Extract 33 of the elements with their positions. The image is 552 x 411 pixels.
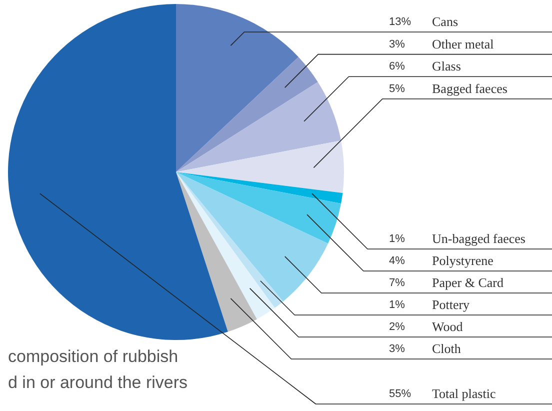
data-label: 55%	[389, 388, 412, 400]
pie-slice	[176, 172, 328, 302]
pie-slice	[176, 172, 343, 204]
data-label: 2%	[389, 321, 406, 333]
data-label: 3%	[389, 38, 406, 50]
data-label: 4%	[389, 255, 406, 267]
slice-label: Other metal	[432, 36, 494, 52]
data-label: 6%	[389, 60, 406, 73]
text: composition of rubbish	[8, 347, 178, 366]
pie-slice	[176, 82, 342, 172]
slice-label: Bagged faeces	[432, 80, 508, 96]
pie-slice	[176, 172, 257, 332]
slice-label: Glass	[432, 58, 461, 74]
slice-label: Pottery	[432, 297, 470, 312]
data-label: 3%	[389, 343, 406, 355]
data-label: 5%	[389, 82, 406, 95]
slice-label: Cloth	[432, 341, 462, 356]
data-label: 7%	[389, 277, 406, 289]
pie-slice	[176, 140, 344, 194]
pie-slice	[176, 172, 342, 244]
text: d in or around the rivers	[8, 373, 188, 392]
slice-label: Polystyrene	[432, 253, 494, 268]
slice-label: Un-bagged faeces	[432, 231, 526, 246]
data-label: 1%	[389, 233, 406, 245]
pie-slice	[176, 56, 318, 172]
pie-slice	[8, 4, 228, 340]
data-label: 13%	[389, 16, 412, 28]
slice-label: Cans	[432, 14, 458, 29]
pie-slice	[176, 4, 298, 172]
slice-label: Paper & Card	[432, 275, 504, 290]
data-label: 1%	[389, 299, 406, 311]
slice-label: Wood	[432, 319, 464, 334]
slice-label: Total plastic	[432, 386, 496, 401]
